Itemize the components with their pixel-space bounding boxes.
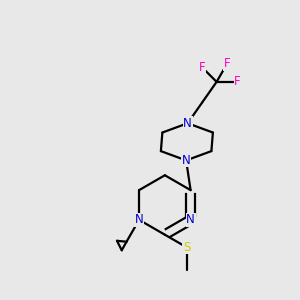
Text: N: N xyxy=(186,213,195,226)
Text: F: F xyxy=(224,57,230,70)
Text: N: N xyxy=(135,213,143,226)
Text: N: N xyxy=(182,154,190,167)
Text: F: F xyxy=(199,61,205,74)
Text: N: N xyxy=(183,117,192,130)
Text: S: S xyxy=(183,241,190,254)
Text: F: F xyxy=(234,75,241,88)
